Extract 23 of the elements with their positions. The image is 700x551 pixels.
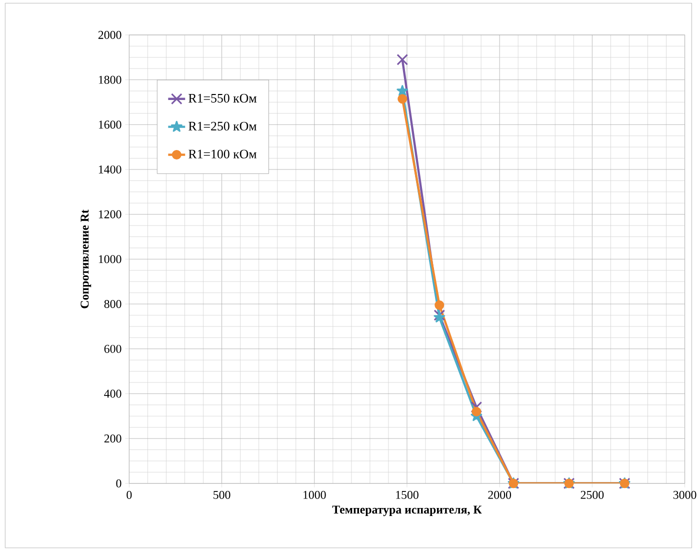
x-tick-label: 2500 (580, 490, 604, 499)
x-tick-label: 1500 (396, 490, 418, 499)
x-tick-label: 1000 (304, 490, 326, 499)
x-tick-label: 0 (126, 490, 132, 499)
y-tick-label: 1800 (98, 76, 122, 84)
y-tick-label: 0 (116, 479, 122, 488)
legend-label: R1=550 кОм (188, 94, 257, 103)
x-tick-label: 2000 (488, 490, 512, 499)
y-tick-label: 1200 (98, 210, 122, 218)
y-tick-label: 1600 (98, 120, 122, 129)
y-tick-label: 400 (104, 390, 122, 398)
y-tick-label: 2000 (98, 30, 122, 39)
x-axis-title: Температура испарителя, К (332, 506, 482, 516)
x-tick-label: 3000 (673, 490, 696, 499)
y-axis-title: Сопротивление Rt (80, 210, 92, 308)
y-tick-label: 800 (104, 300, 122, 308)
y-tick-label: 200 (104, 434, 122, 443)
legend-label: R1=100 кОм (188, 150, 257, 158)
x-tick-label: 500 (214, 490, 230, 499)
y-tick-label: 1000 (98, 255, 122, 264)
y-tick-label: 600 (104, 344, 122, 353)
y-tick-label: 1400 (98, 165, 122, 174)
legend-label: R1=250 кОм (188, 122, 257, 130)
